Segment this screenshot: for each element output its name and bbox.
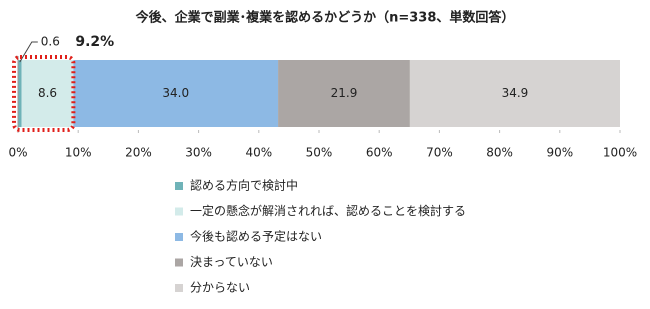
- x-tick-label: 60%: [366, 146, 393, 160]
- legend-label: 認める方向で検討中: [190, 178, 298, 193]
- legend-swatch: [175, 284, 183, 292]
- data-label: 8.6: [38, 86, 57, 100]
- legend-label: 決まっていない: [190, 255, 273, 269]
- x-tick-label: 10%: [65, 146, 92, 160]
- annotation: 9.2%: [75, 34, 114, 50]
- legend-label: 今後も認める予定はない: [190, 229, 322, 244]
- legend-swatch: [175, 182, 183, 190]
- bar-segment: [73, 60, 279, 127]
- legend-label: 分からない: [190, 281, 250, 295]
- x-tick-label: 50%: [306, 146, 333, 160]
- x-tick-label: 90%: [546, 146, 573, 160]
- chart-title: 今後、企業で副業･複業を認めるかどうか（n=338、単数回答）: [135, 10, 515, 26]
- data-label: 0.6: [41, 35, 60, 49]
- legend-swatch: [175, 207, 183, 216]
- bar-segment: [409, 60, 620, 127]
- legend-label: 一定の懸念が解消されれば、認めることを検討する: [190, 203, 466, 218]
- legend-swatch: [175, 233, 183, 241]
- highlight-box: [12, 55, 76, 132]
- data-label: 21.9: [331, 86, 358, 100]
- leader-line: [19, 41, 38, 63]
- legend-swatch: [175, 258, 183, 267]
- data-label: 34.9: [502, 86, 529, 100]
- data-label: 34.0: [162, 86, 189, 100]
- x-tick-label: 80%: [486, 146, 513, 160]
- x-tick-label: 30%: [185, 146, 212, 160]
- x-tick-label: 70%: [426, 146, 453, 160]
- bar-segment: [18, 60, 22, 127]
- x-tick-label: 0%: [8, 146, 27, 160]
- x-tick-label: 20%: [125, 146, 152, 160]
- bar-segment: [278, 60, 410, 127]
- bar-segment: [21, 60, 74, 127]
- x-tick-label: 100%: [603, 146, 637, 160]
- x-tick-label: 40%: [245, 146, 272, 160]
